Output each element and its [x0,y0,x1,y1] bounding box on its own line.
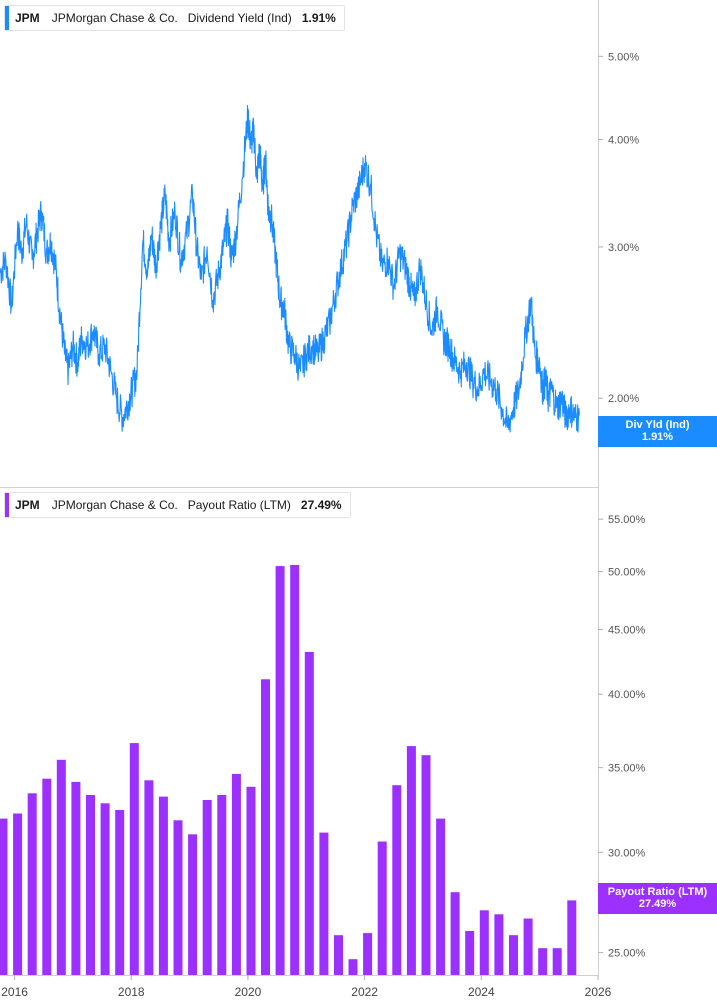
payout-ratio-bar [158,796,168,975]
payout-ratio-bar [71,781,81,975]
payout-ratio-bar [129,743,139,975]
company-name: JPMorgan Chase & Co. [51,11,178,25]
payout-ratio-bar [144,780,154,975]
x-tick-label: 2020 [235,985,262,999]
payout-ratio-bar [363,933,373,975]
x-tick-label: 2018 [118,985,145,999]
payout-ratio-bar [100,803,110,975]
payout-ratio-current-tag: Payout Ratio (LTM) 27.49% [598,883,717,914]
payout-ratio-bar [173,820,183,975]
payout-ratio-bar [27,793,37,975]
payout-ratio-y-tick-label: 40.00% [608,689,646,701]
metric-value: 27.49% [300,498,342,512]
dividend-yield-series-line [0,104,580,433]
payout-ratio-bar [334,935,343,975]
payout-ratio-bar [377,841,387,975]
payout-ratio-bar [421,755,431,975]
payout-ratio-bar [567,900,577,975]
payout-ratio-bars-layer [0,565,577,975]
x-tick-label: 2024 [468,985,495,999]
payout-ratio-bar [0,818,8,975]
payout-ratio-bar [275,566,285,975]
payout-ratio-bar [436,818,446,975]
payout-ratio-bar [13,813,23,975]
payout-ratio-bar [188,834,198,975]
dividend-yield-y-tick-label: 3.00% [608,242,639,254]
payout-ratio-bar [509,935,518,975]
payout-ratio-bar [538,948,548,975]
payout-ratio-bar [86,795,95,975]
metric-name: Payout Ratio (LTM) [187,498,291,512]
company-name: JPMorgan Chase & Co. [51,498,178,512]
payout-ratio-bar [56,759,66,975]
payout-ratio-bar [406,746,416,975]
payout-ratio-bar [523,918,533,975]
ticker-label: JPM [15,11,40,25]
payout-ratio-bar [261,679,270,975]
axes-layer: 2.00% 3.00% 4.00% 5.00% 25.00% 30.00% 35.00% 40… [0,0,646,999]
dividend-yield-y-tick-label: 2.00% [608,393,639,405]
payout-ratio-bar [348,959,358,975]
payout-ratio-bar [217,795,227,975]
x-tick-label: 2026 [585,985,612,999]
tag-value: 1.91% [641,431,674,443]
payout-ratio-bar [450,892,460,975]
payout-ratio-bar [115,810,125,975]
metric-name: Dividend Yield (Ind) [187,11,292,25]
payout-ratio-bar [290,565,300,975]
payout-ratio-bar [494,914,504,975]
metric-value: 1.91% [301,11,336,25]
payout-ratio-bar [392,785,402,975]
dividend-yield-line-layer [0,104,580,433]
payout-ratio-bar [552,948,562,975]
dividend-yield-current-tag: Div Yld (Ind) 1.91% [598,416,717,447]
payout-ratio-bar [319,832,329,975]
tag-title: Div Yld (Ind) [625,419,690,431]
payout-ratio-y-tick-label: 35.00% [608,763,646,775]
payout-ratio-y-tick-label: 55.00% [608,514,646,526]
payout-ratio-bar [42,778,52,975]
payout-ratio-y-tick-label: 30.00% [608,847,646,859]
x-tick-label: 2016 [1,985,28,999]
tag-value: 27.49% [638,898,677,910]
payout-ratio-swatch [5,493,9,517]
payout-ratio-bar [304,651,314,975]
dividend-yield-y-tick-label: 5.00% [608,51,639,63]
dividend-yield-swatch [5,6,9,30]
payout-ratio-bar [479,910,489,975]
payout-ratio-legend: JPM JPMorgan Chase & Co. Payout Ratio (L… [4,492,351,518]
dividend-yield-legend: JPM JPMorgan Chase & Co. Dividend Yield … [4,5,345,31]
payout-ratio-y-tick-label: 25.00% [608,948,646,960]
dividend-yield-y-tick-label: 4.00% [608,135,639,147]
payout-ratio-y-tick-label: 45.00% [608,624,646,636]
payout-ratio-y-tick-label: 50.00% [608,567,646,579]
x-tick-label: 2022 [351,985,378,999]
payout-ratio-bar [465,931,475,975]
ticker-label: JPM [15,498,40,512]
payout-ratio-bar [231,773,241,975]
payout-ratio-bar [246,786,256,975]
payout-ratio-bar [202,800,212,975]
tag-title: Payout Ratio (LTM) [607,886,708,898]
